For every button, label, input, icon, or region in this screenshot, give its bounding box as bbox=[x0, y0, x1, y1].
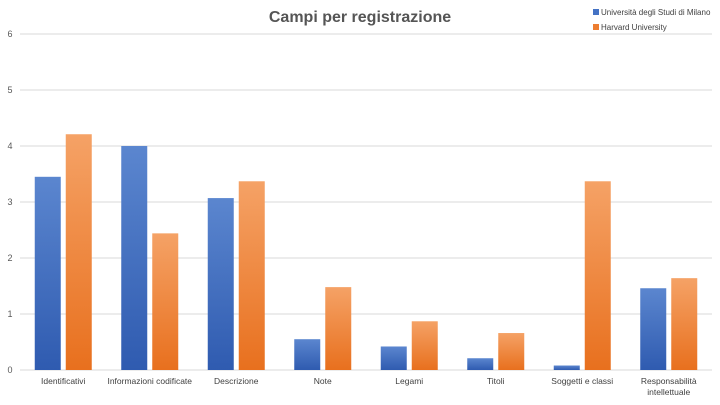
x-tick-label: Informazioni codificate bbox=[107, 376, 192, 386]
y-tick-label: 6 bbox=[7, 29, 12, 39]
bar-harvard-3 bbox=[325, 287, 352, 370]
x-tick-label: Responsabilità bbox=[641, 376, 697, 386]
legend-label: Harvard University bbox=[601, 23, 667, 32]
bar-harvard-7 bbox=[671, 278, 698, 370]
bar-milano-5 bbox=[467, 358, 494, 370]
bar-milano-4 bbox=[380, 346, 407, 370]
y-tick-label: 4 bbox=[7, 141, 12, 151]
bar-milano-1 bbox=[121, 146, 148, 370]
y-tick-label: 2 bbox=[7, 253, 12, 263]
bar-harvard-5 bbox=[498, 333, 525, 370]
bar-milano-6 bbox=[553, 365, 580, 370]
bar-harvard-6 bbox=[584, 181, 611, 370]
bars bbox=[34, 134, 698, 370]
y-tick-label: 5 bbox=[7, 85, 12, 95]
y-tick-label: 1 bbox=[7, 309, 12, 319]
x-tick-label: Note bbox=[314, 376, 332, 386]
bar-milano-7 bbox=[640, 288, 667, 370]
bar-harvard-2 bbox=[238, 181, 265, 370]
bar-harvard-0 bbox=[65, 134, 92, 370]
x-tick-label: Soggetti e classi bbox=[551, 376, 613, 386]
x-axis-labels: Identificativi Informazioni codificate Des… bbox=[41, 376, 697, 397]
chart-title: Campi per registrazione bbox=[269, 9, 451, 26]
bar-milano-2 bbox=[207, 198, 234, 370]
bar-harvard-1 bbox=[152, 233, 179, 370]
legend-swatch bbox=[593, 24, 599, 30]
legend: Università degli Studi di Milano Harvard … bbox=[593, 8, 711, 32]
x-tick-label: intellettuale bbox=[647, 387, 690, 397]
bar-milano-3 bbox=[294, 339, 321, 370]
x-tick-label: Titoli bbox=[487, 376, 505, 386]
x-tick-label: Descrizione bbox=[214, 376, 259, 386]
x-tick-label: Legami bbox=[395, 376, 423, 386]
y-axis-ticks: 0 1 2 3 4 5 6 bbox=[7, 29, 12, 375]
bar-harvard-4 bbox=[411, 321, 438, 370]
y-tick-label: 0 bbox=[7, 365, 12, 375]
legend-swatch bbox=[593, 9, 599, 15]
bar-milano-0 bbox=[34, 176, 61, 370]
legend-label: Università degli Studi di Milano bbox=[601, 8, 711, 17]
x-tick-label: Identificativi bbox=[41, 376, 86, 386]
y-tick-label: 3 bbox=[7, 197, 12, 207]
